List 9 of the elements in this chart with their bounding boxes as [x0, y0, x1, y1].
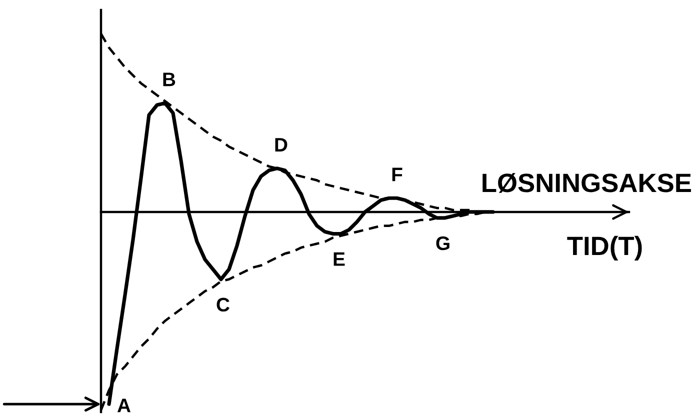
annotation: D: [275, 138, 288, 152]
annotation: A: [117, 398, 131, 412]
annotation: B: [163, 72, 176, 86]
annotation: C: [216, 298, 230, 312]
annotation: G: [436, 236, 450, 250]
annotation: LØSNINGSAKSE: [482, 173, 691, 193]
x-axis-title: TID(T): [567, 236, 642, 261]
annotation: F: [392, 168, 402, 182]
annotation: E: [334, 252, 345, 266]
